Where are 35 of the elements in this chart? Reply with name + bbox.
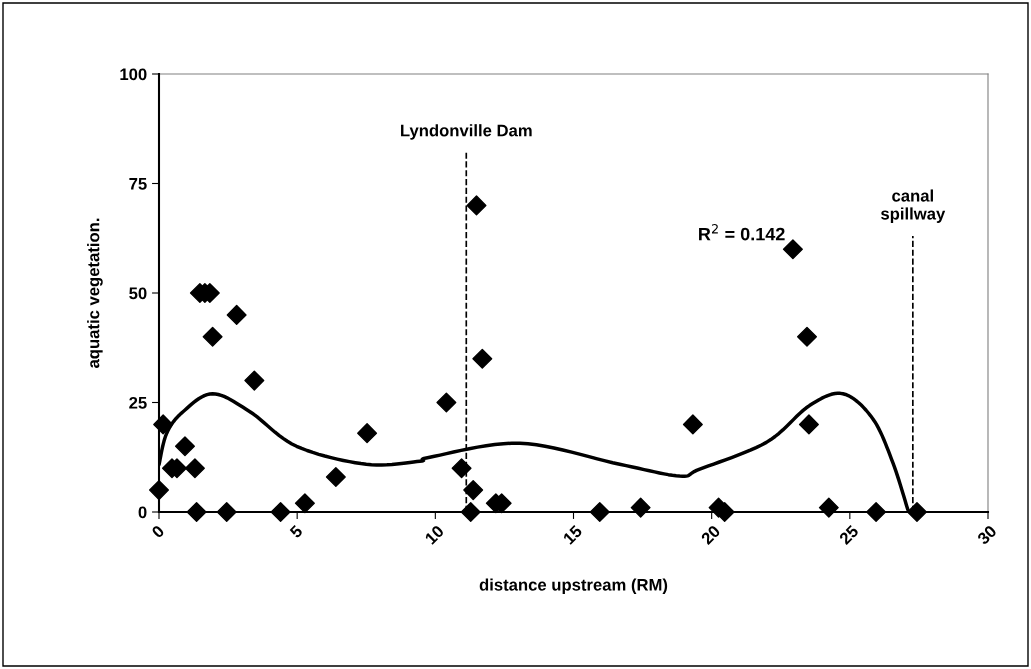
x-axis-title: distance upstream (RM) — [479, 578, 668, 594]
point — [630, 497, 651, 518]
ref-line-label: canal spillway — [881, 189, 946, 223]
x-tick-label: 30 — [976, 524, 998, 546]
point — [436, 392, 457, 413]
x-tick-label: 10 — [424, 524, 445, 545]
x-tick-label: 20 — [700, 524, 721, 546]
point — [796, 326, 818, 347]
y-tick-label: 0 — [138, 506, 147, 519]
x-tick-label: 25 — [838, 524, 860, 546]
point — [782, 239, 803, 260]
y-axis-title: aquatic vegetation. — [87, 218, 103, 368]
x-tick-label: 0 — [151, 524, 165, 539]
point — [174, 436, 195, 457]
point — [325, 466, 346, 487]
y-tick-label: 50 — [129, 287, 147, 300]
point — [244, 370, 265, 391]
x-tick-label: 5 — [289, 524, 304, 539]
y-tick-label: 75 — [129, 178, 147, 190]
point — [466, 195, 487, 216]
point — [451, 458, 472, 479]
annotation: R$^{2}$ = 0.142 — [699, 224, 785, 241]
point — [294, 493, 315, 514]
point — [682, 414, 703, 435]
x-tick-label: 15 — [562, 524, 583, 545]
point — [798, 414, 819, 435]
point — [463, 480, 484, 501]
y-tick-label: 25 — [129, 396, 147, 409]
point — [472, 348, 493, 369]
point — [226, 304, 247, 325]
ref-line-label: Lyndonville Dam — [401, 124, 532, 140]
point — [357, 423, 378, 444]
point — [184, 458, 205, 479]
point — [202, 326, 223, 347]
y-tick-label: 100 — [120, 68, 147, 81]
